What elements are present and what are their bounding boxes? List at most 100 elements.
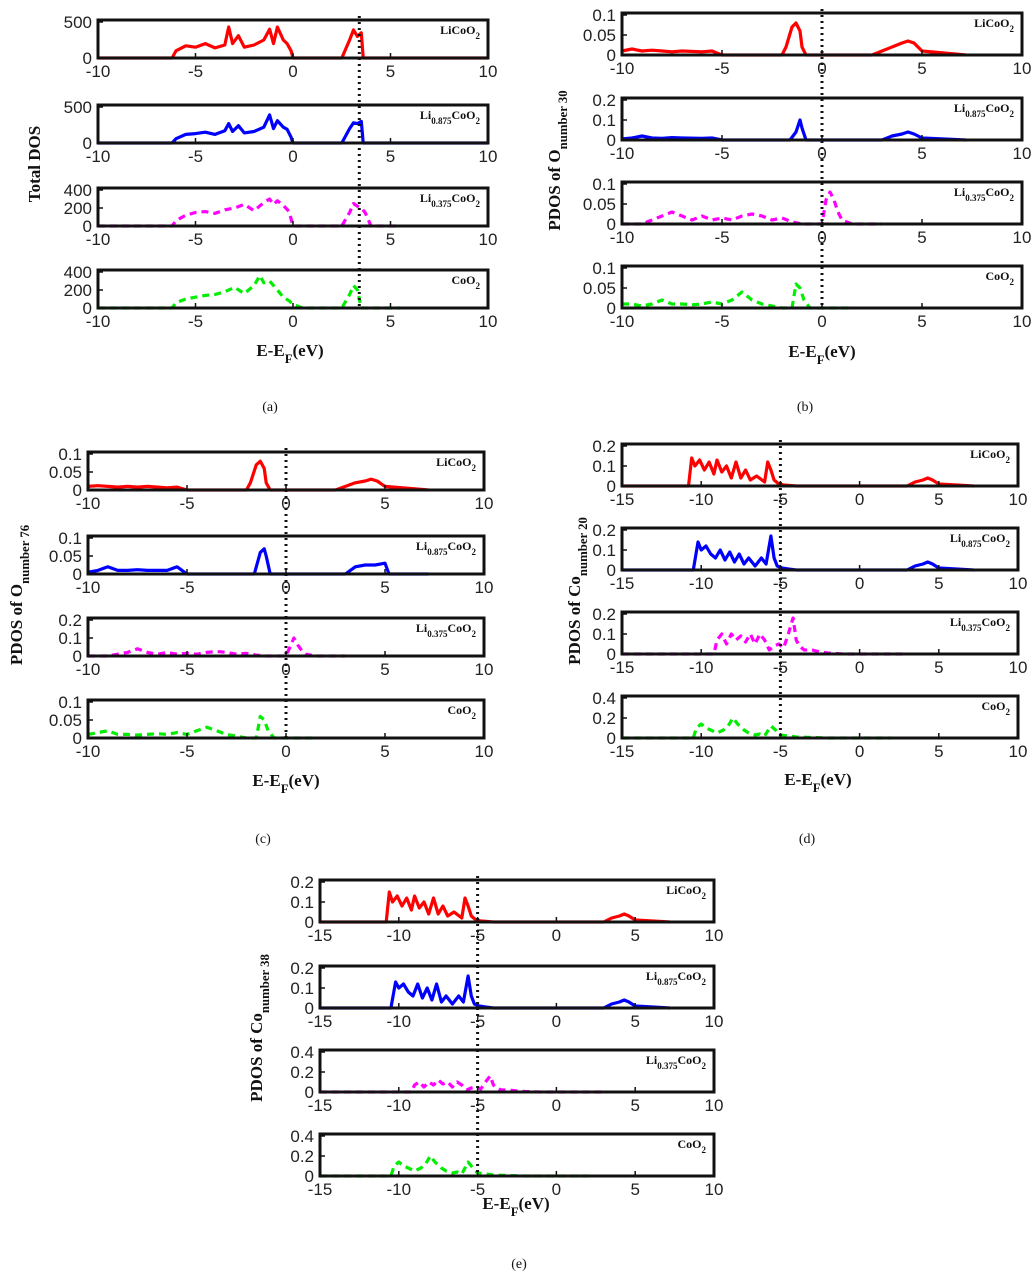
series-line <box>98 197 401 228</box>
y-tick-label: 0.2 <box>592 437 616 456</box>
x-tick-label: -5 <box>188 230 203 249</box>
x-tick-label: -10 <box>76 494 101 513</box>
x-tick-label: -10 <box>76 578 101 597</box>
series-line <box>87 714 316 740</box>
y-axis-label: Total DOS <box>25 126 44 202</box>
subplot-label: Li0.875CoO2 <box>646 969 707 987</box>
series-line <box>622 716 892 740</box>
x-tick-label: -15 <box>308 926 333 945</box>
subplot-label: Li0.375CoO2 <box>416 621 477 639</box>
y-tick-label: 0 <box>607 729 616 748</box>
x-tick-label: 0 <box>855 658 864 677</box>
x-tick-label: 10 <box>479 312 498 331</box>
subplot-label: CoO2 <box>452 273 481 291</box>
x-tick-label: 10 <box>1009 658 1028 677</box>
series-line <box>622 616 908 656</box>
x-tick-label: -5 <box>714 312 729 331</box>
x-tick-label: 0 <box>552 1096 561 1115</box>
subplot-label: LiCoO2 <box>974 16 1014 34</box>
y-tick-label: 0 <box>607 46 616 65</box>
x-axis-label: E-EF(eV) <box>256 341 323 366</box>
subplot-label: Li0.375CoO2 <box>950 615 1011 633</box>
axes-frame <box>620 526 1020 572</box>
y-tick-label: 0.1 <box>592 625 616 644</box>
x-tick-label: 0 <box>817 59 826 78</box>
x-tick-label: 5 <box>917 144 926 163</box>
panel-caption: (b) <box>797 400 814 415</box>
x-tick-label: 5 <box>934 658 943 677</box>
x-tick-label: 10 <box>705 1180 724 1199</box>
y-tick-label: 0.2 <box>592 709 616 728</box>
x-tick-label: 5 <box>917 59 926 78</box>
x-tick-label: 10 <box>475 578 494 597</box>
x-tick-label: 10 <box>1009 742 1028 761</box>
x-tick-label: 10 <box>1013 312 1032 331</box>
x-tick-label: 0 <box>288 62 297 81</box>
y-tick-label: 0.05 <box>583 195 616 214</box>
x-tick-label: -5 <box>773 574 788 593</box>
subplot-label: LiCoO2 <box>666 883 706 901</box>
y-tick-label: 200 <box>64 199 92 218</box>
y-tick-label: 500 <box>64 13 92 32</box>
x-tick-label: 5 <box>934 574 943 593</box>
x-tick-label: -15 <box>308 1012 333 1031</box>
panel-caption: (e) <box>511 1257 527 1272</box>
x-tick-label: 10 <box>479 62 498 81</box>
series-line <box>320 890 670 924</box>
x-tick-label: 10 <box>475 742 494 761</box>
x-tick-label: 0 <box>552 1180 561 1199</box>
x-tick-label: 10 <box>705 1096 724 1115</box>
y-tick-label: 0 <box>607 477 616 496</box>
y-tick-label: 0 <box>305 1167 314 1186</box>
x-tick-label: 10 <box>705 1012 724 1031</box>
x-tick-label: -5 <box>188 312 203 331</box>
x-axis-label: E-EF(eV) <box>788 342 855 367</box>
x-axis-label: E-EF(eV) <box>252 771 319 796</box>
series-line <box>98 274 401 310</box>
x-tick-label: 0 <box>288 147 297 166</box>
x-tick-label: -10 <box>387 926 412 945</box>
x-tick-label: 0 <box>817 312 826 331</box>
x-tick-label: 5 <box>630 926 639 945</box>
series-line <box>622 534 974 572</box>
series-line <box>320 1074 604 1094</box>
y-tick-label: 0 <box>305 1083 314 1102</box>
x-tick-label: 0 <box>855 742 864 761</box>
panel-2: 00.050.1-10-50510LiCoO200.050.1-10-50510… <box>7 445 493 847</box>
x-tick-label: 0 <box>281 742 290 761</box>
y-tick-label: 0.1 <box>58 445 82 464</box>
y-tick-label: 0.2 <box>290 1147 314 1166</box>
x-tick-label: -10 <box>76 660 101 679</box>
x-tick-label: -15 <box>610 574 635 593</box>
y-tick-label: 0.2 <box>290 959 314 978</box>
y-tick-label: 0.2 <box>592 605 616 624</box>
x-tick-label: 10 <box>479 230 498 249</box>
subplot-label: Li0.875CoO2 <box>950 531 1011 549</box>
x-tick-label: 10 <box>1013 144 1032 163</box>
x-tick-label: -5 <box>470 1180 485 1199</box>
x-tick-label: 10 <box>1009 490 1028 509</box>
x-tick-label: -5 <box>714 59 729 78</box>
subplot-0: 0 500 -10 -5 0 5 10 LiCoO2 <box>64 13 498 81</box>
axes-frame <box>318 878 716 924</box>
subplot-label: LiCoO2 <box>436 455 476 473</box>
x-tick-label: 5 <box>380 742 389 761</box>
y-tick-label: 0.05 <box>49 711 82 730</box>
panel-caption: (a) <box>262 400 278 415</box>
y-tick-label: 200 <box>64 281 92 300</box>
y-tick-label: 0.4 <box>290 1043 314 1062</box>
x-tick-label: 5 <box>934 490 943 509</box>
subplot-label: Li0.875CoO2 <box>954 101 1015 119</box>
x-tick-label: -10 <box>610 59 635 78</box>
y-tick-label: 0.1 <box>290 979 314 998</box>
x-tick-label: 5 <box>630 1180 639 1199</box>
series-line <box>621 118 967 142</box>
